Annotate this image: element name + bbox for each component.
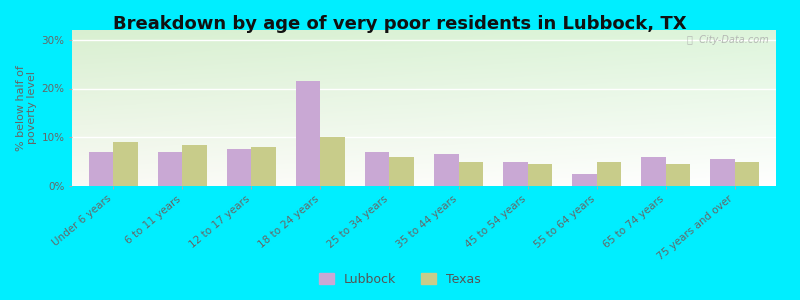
Bar (458, 162, 482, 186)
Bar (390, 157, 414, 186)
Bar (251, 147, 276, 186)
Bar (503, 162, 527, 186)
Bar (642, 157, 666, 186)
Bar (597, 162, 621, 186)
Bar (434, 154, 458, 186)
Bar (90, 152, 114, 186)
Bar (114, 142, 138, 186)
Bar (527, 164, 552, 186)
Text: ⓘ  City-Data.com: ⓘ City-Data.com (687, 35, 769, 45)
Y-axis label: % below half of
poverty level: % below half of poverty level (15, 65, 37, 151)
Bar (158, 152, 182, 186)
Bar (182, 145, 206, 186)
Bar (734, 162, 758, 186)
Bar (321, 137, 345, 186)
Text: Breakdown by age of very poor residents in Lubbock, TX: Breakdown by age of very poor residents … (113, 15, 687, 33)
Legend: Lubbock, Texas: Lubbock, Texas (314, 268, 486, 291)
Bar (296, 81, 321, 186)
Bar (572, 174, 597, 186)
Bar (710, 159, 734, 186)
Bar (666, 164, 690, 186)
Bar (227, 149, 251, 186)
Bar (366, 152, 390, 186)
